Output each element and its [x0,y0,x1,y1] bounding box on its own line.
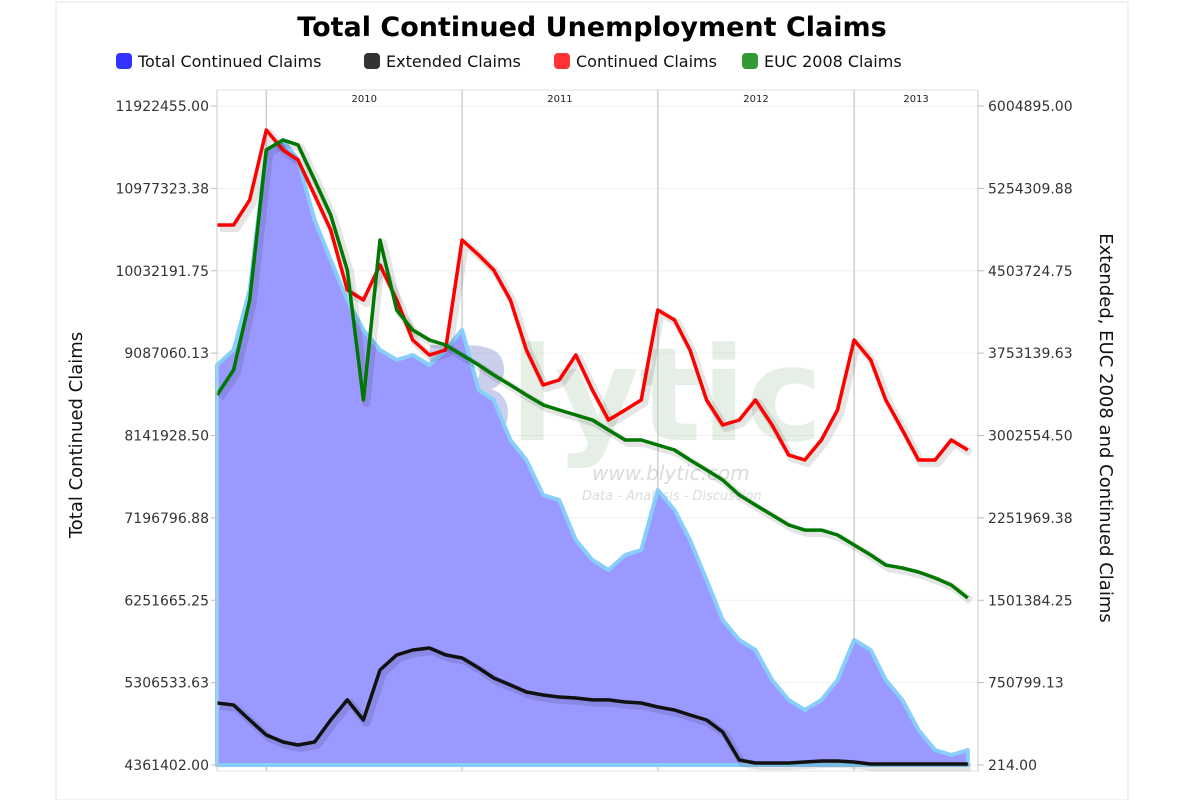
y-right-tick-label: 750799.13 [988,676,1064,692]
y-left-tick-label: 9087060.13 [124,346,209,362]
legend-swatch [364,53,380,69]
legend-item-label: EUC 2008 Claims [764,52,902,71]
series-line-extended-claims [216,646,968,766]
legend: Total Continued Claims Extended Claims Con… [116,52,902,71]
legend-swatch [554,53,570,69]
y-right-tick-label: 5254309.88 [988,181,1073,197]
legend-item-label: Continued Claims [576,52,717,71]
y-right-tick-label: 3753139.63 [988,346,1073,362]
series-layer [215,128,974,771]
axes: 2010 2011 2012 2013 4361402.00 5306533.63 6251… [115,90,1073,774]
y-left-tick-label: 8141928.50 [124,429,209,445]
x-tick-label: 2010 [351,94,376,105]
series-shadow-extended-claims [219,647,971,771]
y-right-tick-label: 1501384.25 [988,593,1073,609]
x-tick-label: 2012 [743,94,768,105]
y-left-tick-label: 5306533.63 [124,676,209,692]
x-tick-label: 2013 [903,94,928,105]
y-left-tick-label: 7196796.88 [124,511,209,527]
chart-title: Total Continued Unemployment Claims [297,12,886,43]
y-left-tick-label: 4361402.00 [124,758,209,774]
y-right-tick-label: 6004895.00 [988,99,1073,115]
y-left-tick-label: 6251665.25 [124,593,209,609]
y-right-axis-title: Extended, EUC 2008 and Continued Claims [1095,233,1116,623]
legend-swatch [116,53,132,69]
y-left-tick-label: 10032191.75 [115,264,209,280]
y-left-axis-title: Total Continued Claims [66,332,87,539]
watermark-tagline: Data - Analysis - Discussion [582,489,762,504]
watermark-lytic: lytic [510,319,823,471]
y-left-tick-label: 11922455.00 [115,99,209,115]
legend-item-label: Extended Claims [386,52,521,71]
legend-item-label: Total Continued Claims [137,52,321,71]
series-line-euc-2008-claims [215,138,969,600]
legend-swatch [742,53,758,69]
x-tick-label: 2011 [547,94,572,105]
y-right-tick-label: 4503724.75 [988,264,1073,280]
y-right-tick-label: 2251969.38 [988,511,1073,527]
y-right-tick-label: 214.00 [988,758,1037,774]
series-line-continued-claims [217,128,969,462]
y-right-tick-label: 3002554.50 [988,429,1073,445]
y-left-tick-label: 10977323.38 [115,181,209,197]
